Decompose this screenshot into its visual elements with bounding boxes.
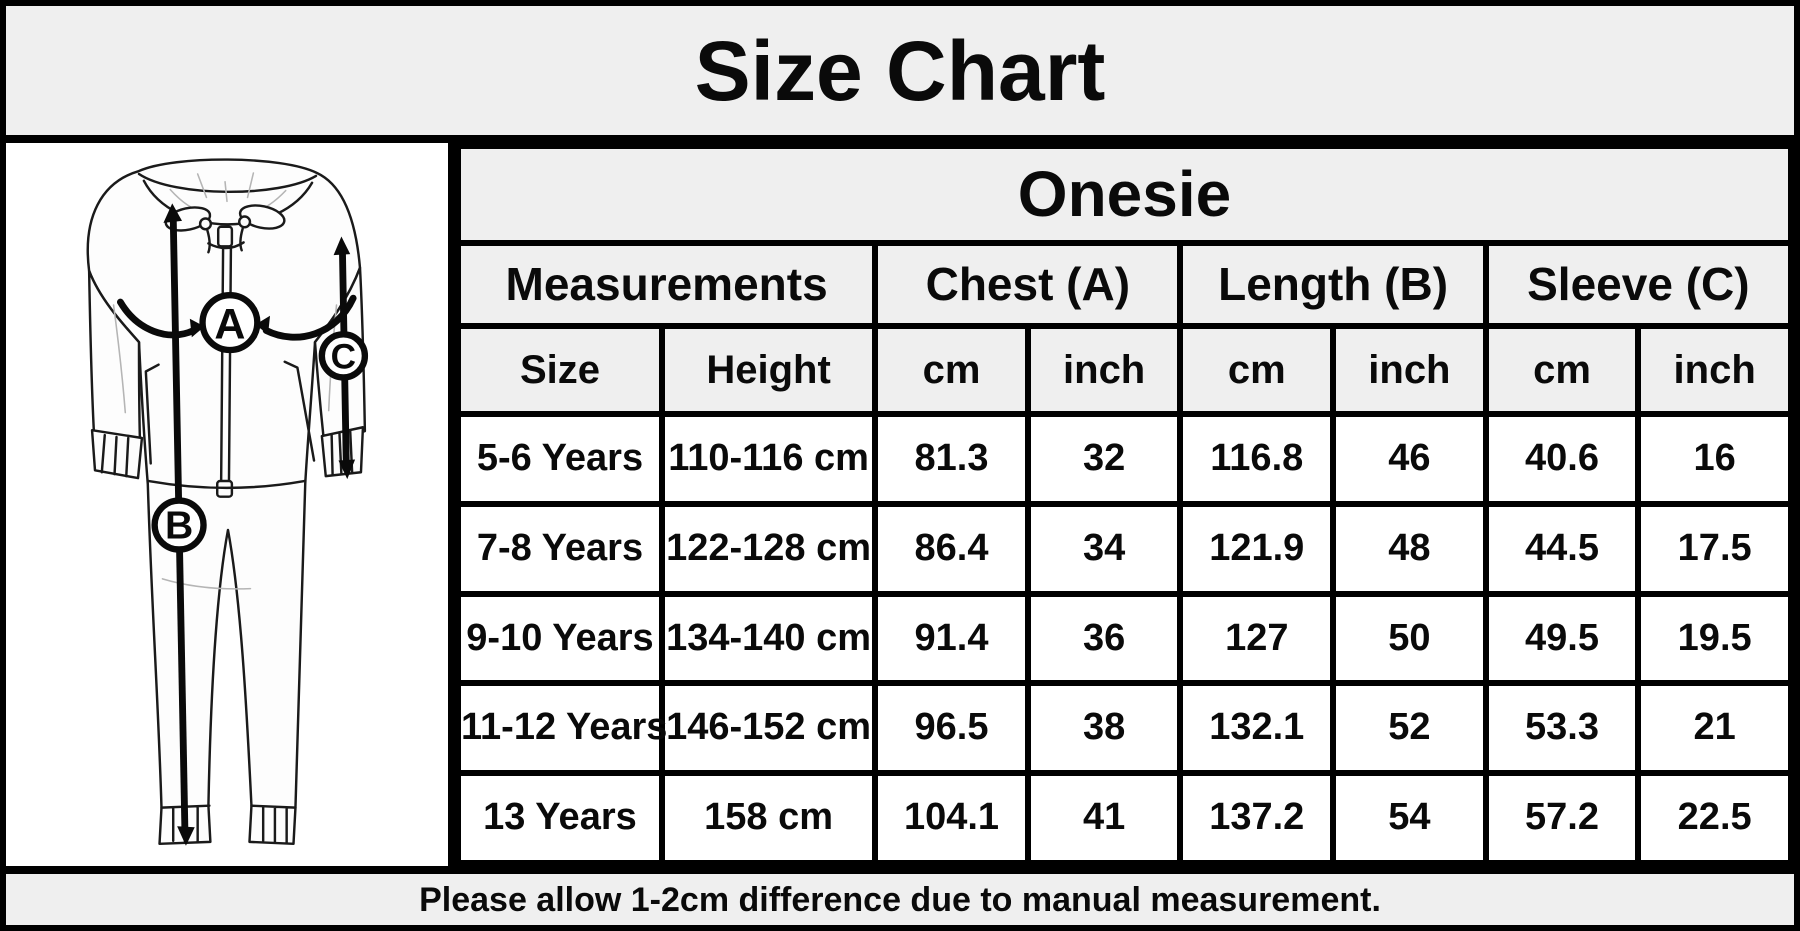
left-sleeve [87,269,142,444]
table-cell: 7-8 Years [455,500,665,597]
table-row: 7-8 Years 122-128 cm 86.4 34 121.9 48 44… [455,500,1794,597]
col-header-height: Height [658,323,879,417]
table-cell: 34 [1024,500,1184,597]
group-header-chest: Chest (A) [872,240,1184,329]
measurement-label-a: A [214,300,245,348]
measurement-sleeve-c: C [318,236,369,480]
hood-rim [137,172,318,194]
table-cell: 158 cm [658,770,879,866]
table-cell: 50 [1330,590,1489,687]
table-cell: 21 [1635,680,1794,777]
table-cell: 17.5 [1635,500,1794,597]
col-header-size: Size [455,323,665,417]
table-cell: 52 [1330,680,1489,777]
table-cell: 11-12 Years [455,680,667,777]
table-cell: 91.4 [872,590,1031,687]
footer-band: Please allow 1-2cm difference due to man… [6,866,1794,925]
title-band: Size Chart [6,6,1794,143]
table-cell: 41 [1024,770,1184,866]
group-header-sleeve: Sleeve (C) [1482,240,1795,329]
table-row: 11-12 Years 146-152 cm 96.5 38 132.1 52 … [455,680,1794,777]
table-cell: 44.5 [1482,500,1642,597]
table-cell: 16 [1635,411,1794,507]
col-header-sleeve-inch: inch [1635,323,1794,417]
right-pocket [283,360,316,462]
table-cell: 134-140 cm [658,590,879,687]
measurement-chest-a: A [116,292,357,354]
measurement-length-b: B [151,203,207,846]
table-cell: 137.2 [1177,770,1337,866]
table-cell: 5-6 Years [455,411,665,507]
table-cell: 122-128 cm [658,500,879,597]
table-cell: 116.8 [1177,411,1337,507]
col-header-length-cm: cm [1177,323,1337,417]
table-cell: 104.1 [872,770,1031,866]
table-cell: 38 [1024,680,1184,777]
table-cell: 19.5 [1635,590,1794,687]
table-cell: 40.6 [1482,411,1642,507]
col-header-length-inch: inch [1330,323,1489,417]
table-cell: 127 [1177,590,1337,687]
table-row: 9-10 Years 134-140 cm 91.4 36 127 50 49.… [455,590,1794,687]
table-cell: 13 Years [455,770,665,866]
onesie-line-drawing: B C A [86,158,369,846]
hood-opening [142,179,314,226]
measurement-label-b: B [165,505,193,548]
table-cell: 49.5 [1482,590,1642,687]
size-chart-table: Onesie Measurements Chest (A) Length (B)… [454,143,1795,866]
table-cell: 121.9 [1177,500,1337,597]
measurement-label-c: C [331,338,356,377]
col-header-chest-cm: cm [872,323,1031,417]
table-cell: 46 [1330,411,1489,507]
label-circle-a [199,292,261,354]
waist-seam [147,479,306,490]
table-cell: 146-152 cm [658,680,879,777]
page-title: Size Chart [694,23,1106,118]
measurement-note: Please allow 1-2cm difference due to man… [419,880,1381,919]
table-cell: 57.2 [1482,770,1642,866]
table-cell: 96.5 [872,680,1031,777]
table-cell: 36 [1024,590,1184,687]
table-cell: 9-10 Years [455,590,665,687]
table-cell: 53.3 [1482,680,1642,777]
table-row: 5-6 Years 110-116 cm 81.3 32 116.8 46 40… [455,411,1794,507]
table-cell: 48 [1330,500,1489,597]
group-header-measurements: Measurements [454,240,879,329]
col-header-sleeve-cm: cm [1482,323,1642,417]
table-cell: 54 [1330,770,1489,866]
content-area: B C A [6,143,1795,866]
group-header-length: Length (B) [1177,240,1489,329]
product-header: Onesie [455,143,1794,246]
onesie-illustration: B C A [6,143,455,866]
left-pocket [144,363,160,465]
label-circle-c [318,331,369,381]
table-cell: 110-116 cm [658,411,879,507]
size-table-area: Onesie Measurements Chest (A) Length (B)… [454,143,1795,866]
table-cell: 32 [1024,411,1184,507]
table-cell: 22.5 [1635,770,1794,866]
label-circle-b [151,497,207,553]
col-header-chest-inch: inch [1024,323,1184,417]
table-cell: 81.3 [872,411,1031,507]
table-cell: 86.4 [872,500,1031,597]
table-cell: 132.1 [1177,680,1337,777]
table-row: 13 Years 158 cm 104.1 41 137.2 54 57.2 2… [455,770,1794,866]
